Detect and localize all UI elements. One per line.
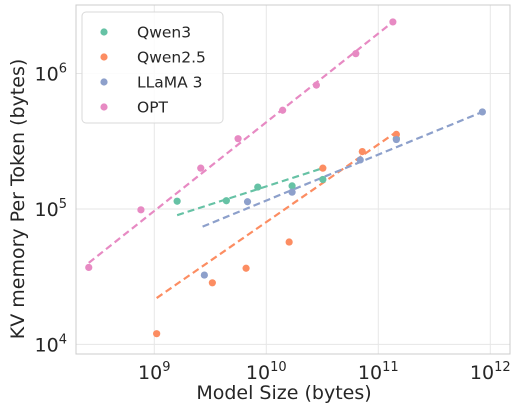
data-point — [319, 164, 327, 172]
data-point — [242, 264, 250, 272]
fit-lines — [88, 21, 483, 299]
data-point — [352, 50, 360, 58]
data-point — [208, 279, 216, 287]
fit-line — [176, 167, 324, 217]
plot-frame — [75, 4, 511, 355]
fit-line — [156, 131, 397, 299]
legend-marker — [100, 53, 108, 61]
x-tick-label: 1012 — [470, 360, 511, 384]
data-point — [222, 197, 230, 205]
legend: Qwen3 Qwen2.5 LLaMA 3 OPT — [81, 11, 224, 124]
data-point — [319, 175, 327, 184]
data-point — [392, 130, 400, 138]
data-point — [137, 206, 145, 214]
data-point — [285, 238, 293, 246]
data-point — [200, 271, 208, 279]
legend-label: LLaMA 3 — [137, 74, 203, 92]
data-point — [478, 108, 486, 116]
data-point — [254, 183, 262, 191]
x-axis-title: Model Size (bytes) — [196, 382, 371, 404]
data-point — [243, 198, 252, 206]
legend-box — [81, 11, 224, 124]
fit-line — [88, 21, 394, 264]
legend-marker — [100, 103, 108, 111]
fit-line — [202, 110, 483, 228]
legend-marker — [100, 78, 108, 86]
data-point — [173, 197, 181, 205]
y-tick-label: 106 — [35, 61, 67, 85]
data-point — [356, 156, 364, 164]
data-point — [312, 81, 320, 89]
x-tick-label: 109 — [138, 360, 170, 384]
legend-label: Qwen3 — [137, 24, 191, 42]
data-point — [389, 18, 397, 26]
data-point — [197, 164, 205, 172]
x-tick-label: 1011 — [358, 360, 399, 384]
data-point — [358, 147, 366, 156]
data-point — [392, 135, 400, 144]
data-point — [85, 263, 93, 272]
data-point — [288, 188, 296, 196]
y-tick-labels: 104 105 106 — [35, 61, 67, 356]
x-tick-labels: 109 1010 1011 1012 — [138, 360, 511, 384]
y-tick-label: 104 — [35, 332, 67, 356]
x-tick-label: 1010 — [246, 360, 287, 384]
data-point — [279, 106, 287, 114]
data-point — [153, 330, 161, 338]
data-points — [85, 18, 486, 338]
data-point — [288, 182, 296, 190]
legend-marker — [100, 28, 108, 36]
legend-label: Qwen2.5 — [137, 49, 206, 67]
y-axis-title: KV memory Per Token (bytes) — [7, 59, 29, 340]
y-tick-label: 105 — [35, 197, 67, 221]
legend-label: OPT — [137, 99, 169, 117]
data-point — [234, 135, 242, 143]
